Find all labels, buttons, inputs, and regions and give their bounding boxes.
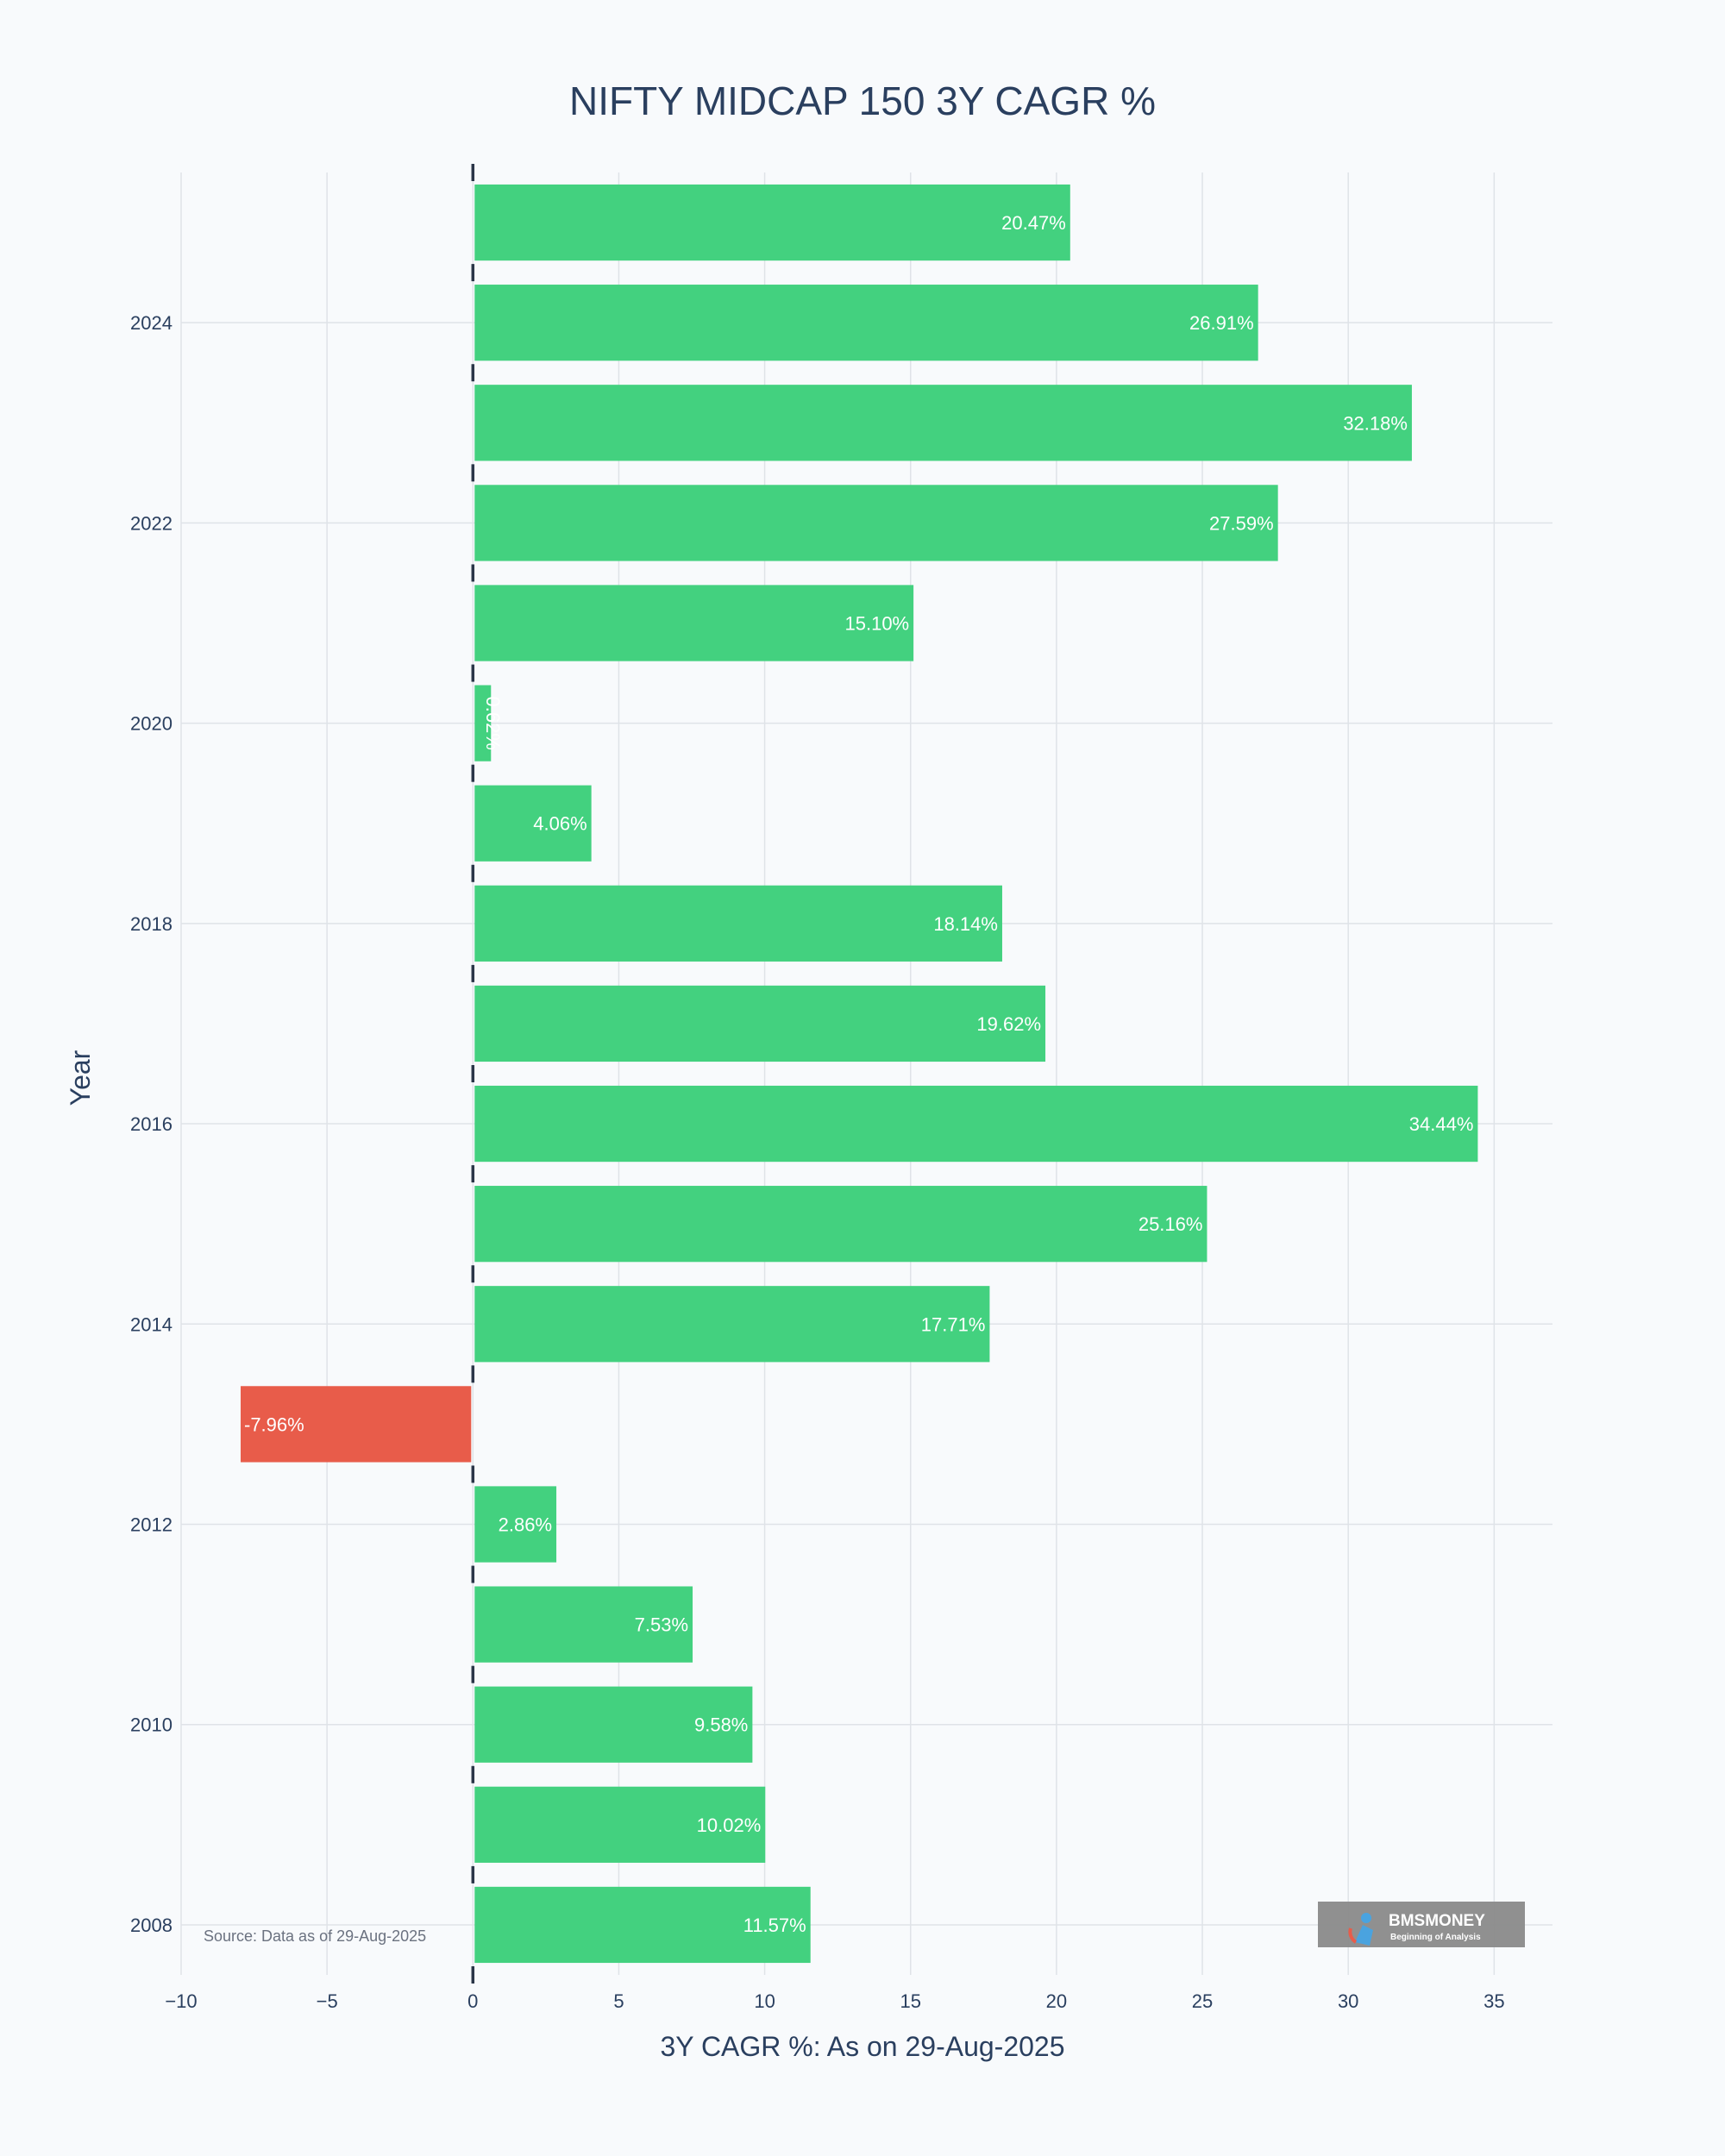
y-tick-label: 2010 <box>130 1714 172 1736</box>
logo-tagline: Beginning of Analysis <box>1390 1933 1481 1942</box>
bar <box>241 1386 472 1463</box>
bar <box>474 1085 1478 1163</box>
x-tick-label: 30 <box>1338 1990 1358 2012</box>
bar <box>474 1486 557 1563</box>
bar <box>474 885 1002 962</box>
x-tick-label: −5 <box>317 1990 338 2012</box>
bar <box>474 985 1046 1062</box>
source-annotation: Source: Data as of 29-Aug-2025 <box>204 1927 426 1945</box>
bar <box>474 585 914 661</box>
bar <box>474 685 492 761</box>
x-tick-label: 35 <box>1484 1990 1504 2012</box>
bar-label: 11.57% <box>743 1915 806 1936</box>
bar-label: 9.58% <box>694 1714 748 1736</box>
x-tick-label: 10 <box>754 1990 775 2012</box>
x-tick-label: 25 <box>1192 1990 1213 2012</box>
bar-label: -7.96% <box>244 1413 304 1435</box>
bmsmoney-logo: BMSMONEY Beginning of Analysis <box>1318 1902 1525 1947</box>
bar <box>474 1586 693 1663</box>
y-tick-label: 2008 <box>130 1915 172 1936</box>
bar-label: 7.53% <box>635 1614 688 1636</box>
y-tick-label: 2020 <box>130 713 172 735</box>
bar-label: 25.16% <box>1138 1213 1203 1235</box>
y-tick-label: 2014 <box>130 1313 172 1335</box>
bar <box>474 1686 753 1763</box>
bar-label: 10.02% <box>697 1814 762 1836</box>
bar <box>474 785 592 862</box>
bar-label: 19.62% <box>976 1013 1041 1035</box>
bar-label: 18.14% <box>933 913 998 935</box>
bar-label: 20.47% <box>1001 212 1066 234</box>
tick-layer: −10 −5 0 5 10 15 20 25 30 35 2008 2010 2012 2014 2016 2… <box>130 312 1505 2012</box>
y-tick-label: 2024 <box>130 312 172 334</box>
bar-label: 32.18% <box>1343 412 1408 434</box>
bar-label: 2.86% <box>499 1514 552 1536</box>
y-tick-label: 2018 <box>130 913 172 935</box>
bar-label: 34.44% <box>1409 1113 1474 1135</box>
x-axis-title: 3Y CAGR %: As on 29-Aug-2025 <box>660 2031 1064 2062</box>
y-tick-label: 2016 <box>130 1113 172 1135</box>
bar <box>474 285 1258 361</box>
bar-label: 17.71% <box>921 1313 986 1335</box>
bar-layer <box>241 184 1478 1964</box>
y-tick-label: 2022 <box>130 512 172 534</box>
bar <box>474 1786 766 1863</box>
x-tick-label: −10 <box>165 1990 197 2012</box>
bar <box>474 184 1070 261</box>
bar <box>474 1186 1208 1263</box>
bar-label: 0.62% <box>482 696 504 749</box>
bar-label: 15.10% <box>845 613 910 635</box>
y-tick-label: 2012 <box>130 1514 172 1536</box>
bar-label-layer: 20.47% 26.91% 32.18% 27.59% 15.10% 0.62% 4.06%… <box>244 212 1473 1936</box>
bar <box>474 385 1412 461</box>
chart-title: NIFTY MIDCAP 150 3Y CAGR % <box>569 78 1156 123</box>
bar <box>474 1886 811 1964</box>
x-tick-label: 15 <box>900 1990 921 2012</box>
x-tick-label: 20 <box>1046 1990 1067 2012</box>
x-tick-label: 0 <box>467 1990 478 2012</box>
bar <box>474 1286 990 1363</box>
y-axis-title: Year <box>65 1050 96 1106</box>
bar <box>474 485 1278 561</box>
bar-label: 4.06% <box>533 813 586 835</box>
bar-label: 26.91% <box>1189 312 1254 334</box>
logo-name: BMSMONEY <box>1389 1912 1485 1930</box>
x-tick-label: 5 <box>613 1990 624 2012</box>
bar-label: 27.59% <box>1209 512 1274 534</box>
